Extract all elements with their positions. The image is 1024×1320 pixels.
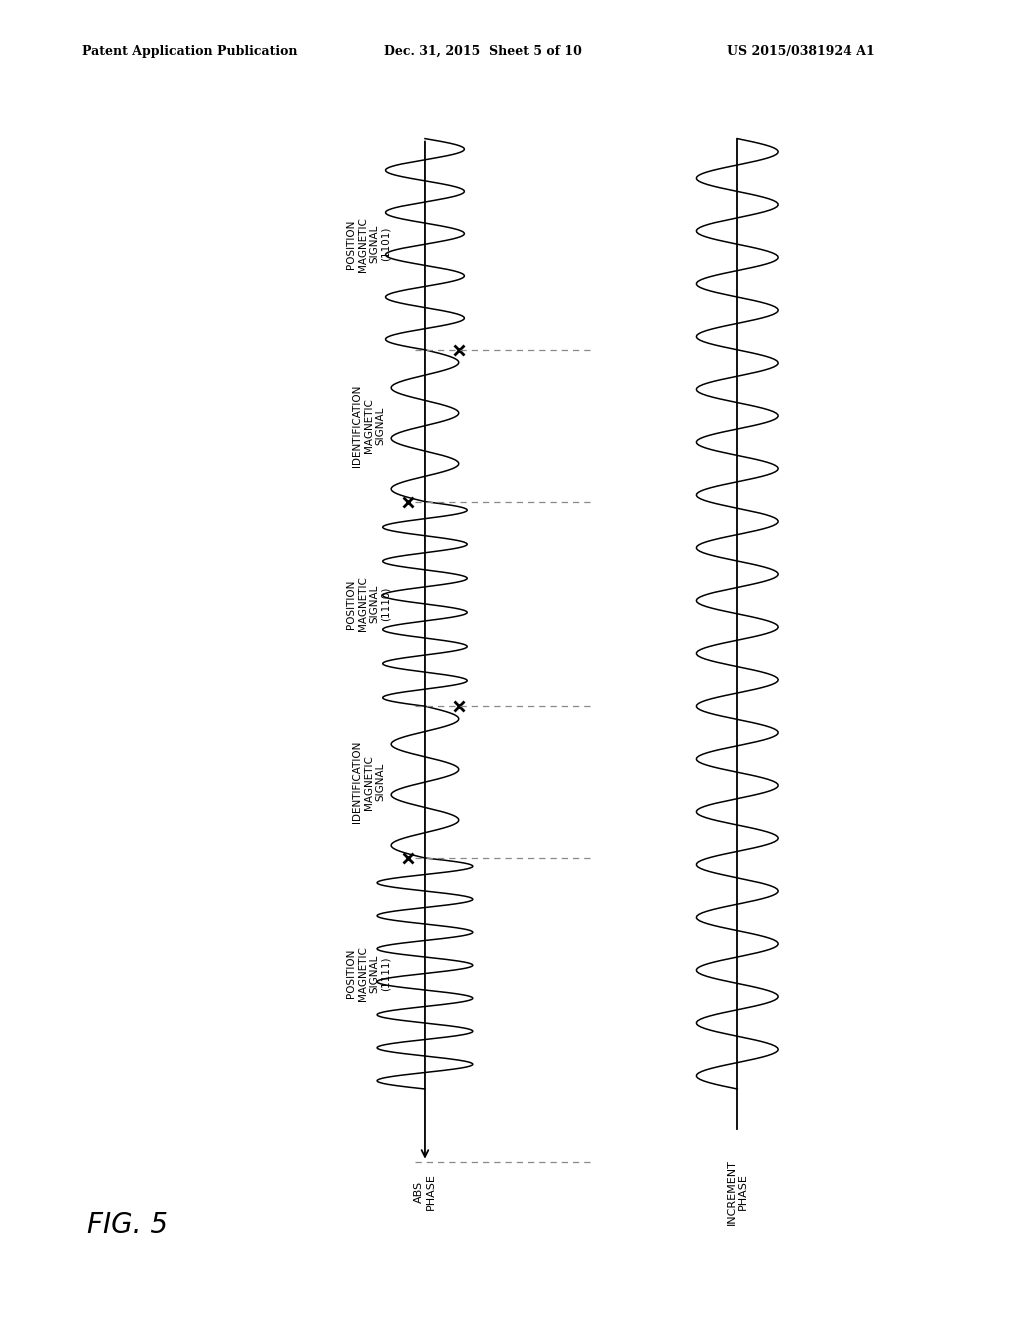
Text: POSITION
MAGNETIC
SIGNAL
(1101): POSITION MAGNETIC SIGNAL (1101) [346, 216, 391, 272]
Text: INCREMENT
PHASE: INCREMENT PHASE [726, 1159, 749, 1225]
Text: IDENTIFICATION
MAGNETIC
SIGNAL: IDENTIFICATION MAGNETIC SIGNAL [352, 741, 385, 824]
Text: US 2015/0381924 A1: US 2015/0381924 A1 [727, 45, 874, 58]
Text: POSITION
MAGNETIC
SIGNAL
(1110): POSITION MAGNETIC SIGNAL (1110) [346, 577, 391, 631]
Text: Patent Application Publication: Patent Application Publication [82, 45, 297, 58]
Text: POSITION
MAGNETIC
SIGNAL
(1111): POSITION MAGNETIC SIGNAL (1111) [346, 946, 391, 1001]
Text: ABS
PHASE: ABS PHASE [414, 1173, 436, 1210]
Text: Dec. 31, 2015  Sheet 5 of 10: Dec. 31, 2015 Sheet 5 of 10 [384, 45, 582, 58]
Text: IDENTIFICATION
MAGNETIC
SIGNAL: IDENTIFICATION MAGNETIC SIGNAL [352, 384, 385, 467]
Text: FIG. 5: FIG. 5 [87, 1210, 168, 1239]
